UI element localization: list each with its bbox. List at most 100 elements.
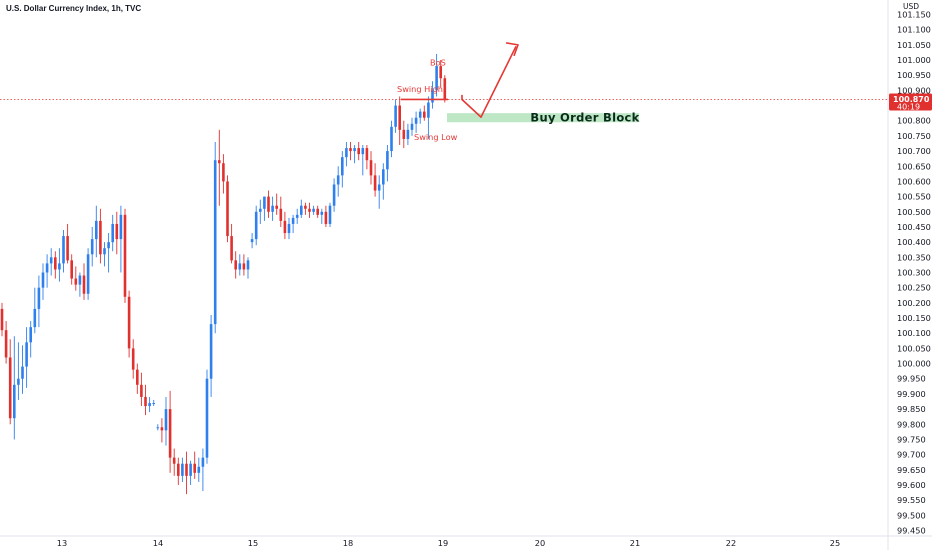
candle-body — [45, 263, 49, 273]
candle — [267, 190, 270, 218]
candle — [386, 145, 389, 182]
bos-label: BoS — [430, 58, 446, 68]
candle — [361, 145, 365, 176]
price-tick-label: 101.050 — [897, 40, 931, 50]
price-tick-label: 101.100 — [897, 25, 931, 35]
candle — [353, 145, 356, 164]
candle — [295, 208, 299, 224]
candle — [443, 75, 447, 103]
time-tick-label: 22 — [726, 538, 736, 548]
candle — [275, 193, 278, 215]
candle — [218, 129, 221, 206]
candle — [410, 117, 414, 136]
candle — [164, 396, 168, 446]
candle-body — [17, 378, 20, 385]
candle — [406, 123, 410, 146]
candle — [439, 60, 442, 88]
price-tick-label: 100.600 — [897, 176, 931, 186]
candle-body — [90, 239, 94, 255]
candle — [312, 205, 315, 215]
candle — [144, 384, 147, 416]
candle — [316, 205, 319, 218]
candle — [148, 396, 151, 413]
chart-title: U.S. Dollar Currency Index, 1h, TVC — [6, 4, 142, 13]
candle-body — [86, 254, 90, 294]
candle-body — [414, 117, 418, 124]
candle-body — [205, 378, 209, 458]
candle — [136, 363, 139, 394]
candle-body — [152, 403, 155, 405]
candle — [279, 196, 283, 227]
candle-body — [123, 214, 127, 297]
candle — [177, 457, 180, 485]
candle-body — [238, 263, 242, 270]
price-tick-label: 100.000 — [897, 359, 931, 369]
price-axis[interactable]: 101.150 101.100 101.050 101.000 100.950 100.9… — [897, 10, 931, 536]
candle-body — [136, 369, 139, 385]
candle — [377, 175, 381, 209]
swing-low-label: Swing Low — [414, 132, 458, 142]
candle — [58, 248, 61, 282]
candles-layer — [0, 53, 447, 495]
candle-body — [283, 220, 287, 234]
candle — [336, 166, 340, 197]
candle — [300, 199, 303, 218]
price-tick-label: 100.050 — [897, 343, 931, 353]
candle-body — [382, 169, 385, 185]
candle-body — [107, 242, 110, 249]
candle-body — [78, 275, 82, 285]
candle-body — [181, 463, 184, 476]
candle-body — [406, 129, 410, 139]
candle — [193, 451, 196, 479]
candle-body — [127, 296, 131, 349]
candle — [287, 217, 291, 240]
candle — [271, 196, 274, 221]
candle-body — [316, 208, 319, 215]
candle-body — [4, 330, 8, 358]
candle — [423, 105, 426, 121]
candle — [17, 342, 20, 400]
price-tick-label: 101.000 — [897, 55, 931, 65]
price-tick-label: 99.800 — [897, 419, 926, 429]
candle-body — [324, 211, 328, 224]
candle-body — [172, 457, 176, 464]
candle — [21, 345, 24, 394]
currency-label: USD — [903, 2, 919, 11]
candle — [168, 390, 172, 473]
candle-body — [49, 257, 53, 264]
order-block-zone — [447, 113, 639, 123]
candle-body — [398, 105, 401, 130]
candle — [250, 233, 254, 249]
candle-body — [21, 366, 24, 379]
candle — [189, 460, 192, 485]
order-block-layer: Buy Order Block — [447, 111, 639, 125]
candle-body — [230, 236, 233, 261]
candle-body — [279, 208, 283, 221]
candle — [29, 321, 32, 358]
candle-body — [386, 151, 389, 170]
time-tick-label: 25 — [830, 538, 840, 548]
candle-body — [70, 260, 73, 279]
candle-body — [156, 427, 160, 429]
candle-body — [213, 160, 217, 325]
candle — [41, 263, 45, 300]
candle — [0, 302, 4, 337]
price-tick-label: 99.500 — [897, 510, 926, 520]
time-axis[interactable]: 13 14 15 18 19 20 21 22 25 — [57, 538, 840, 548]
candle-body — [304, 205, 307, 209]
candle — [234, 251, 237, 279]
candle-body — [345, 148, 348, 158]
candle — [394, 99, 397, 133]
candle-body — [254, 211, 258, 240]
candle-body — [185, 463, 188, 476]
candle — [160, 418, 164, 443]
candle-body — [119, 214, 123, 240]
candle-body — [443, 78, 447, 100]
candle — [226, 175, 229, 243]
candle — [103, 242, 106, 267]
candle — [78, 272, 82, 297]
candle-body — [115, 223, 119, 240]
candle — [4, 321, 8, 364]
candle-body — [37, 287, 41, 309]
